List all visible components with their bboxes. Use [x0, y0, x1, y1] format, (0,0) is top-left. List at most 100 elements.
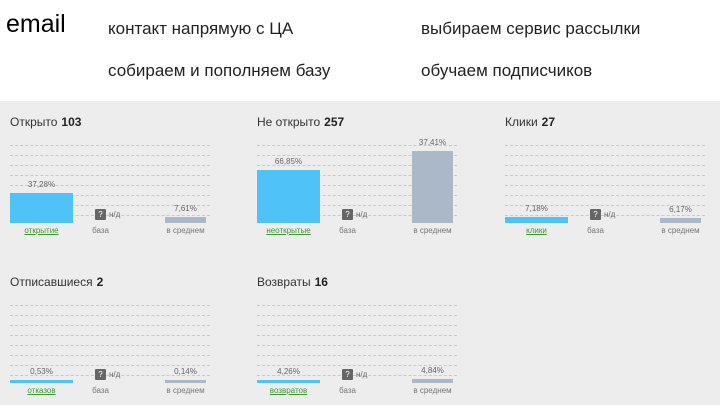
gridline	[10, 305, 210, 306]
gridline	[10, 325, 210, 326]
metric-link[interactable]: отказов	[27, 386, 56, 395]
help-icon[interactable]: ?	[342, 209, 353, 220]
metric-title-label: Клики	[505, 115, 538, 129]
metric-not-opened: Не открыто 257 66,85% неоткрытые? н/д база 37,…	[257, 115, 467, 240]
header-item-service: выбираем сервис рассылки	[421, 19, 641, 38]
gridline	[10, 365, 210, 366]
gridline	[257, 315, 457, 316]
no-data-label: н/д	[109, 370, 121, 379]
page-title: email	[6, 10, 66, 38]
category-label: база	[339, 226, 356, 235]
gridline	[10, 195, 210, 196]
metric-bar	[257, 170, 320, 223]
metric-count: 103	[61, 115, 82, 129]
gridline	[505, 155, 705, 156]
gridline	[10, 315, 210, 316]
help-icon[interactable]: ?	[342, 369, 353, 380]
metric-link[interactable]: открытие	[24, 226, 59, 235]
metric-title: Клики 27	[505, 115, 555, 129]
percent-label: 6,17%	[669, 205, 692, 214]
metric-title: Отписавшиеся 2	[10, 275, 103, 289]
percent-label: 4,84%	[421, 366, 444, 375]
no-data-label: н/д	[109, 210, 121, 219]
gridline	[10, 165, 210, 166]
category-label: в среднем	[413, 226, 452, 235]
percent-label: 4,26%	[277, 367, 300, 376]
gridline	[505, 175, 705, 176]
percent-label: 7,18%	[525, 204, 548, 213]
percent-label: 37,41%	[418, 138, 447, 147]
stats-panel	[0, 101, 720, 405]
category-label: в среднем	[166, 226, 205, 235]
gridline	[505, 165, 705, 166]
gridline	[505, 215, 705, 216]
gridline	[257, 365, 457, 366]
gridline	[257, 375, 457, 376]
average-bar	[412, 379, 453, 383]
gridline	[10, 185, 210, 186]
gridline	[505, 205, 705, 206]
gridline	[257, 145, 457, 146]
percent-label: 0,53%	[30, 367, 53, 376]
header-item-contact: контакт напрямую с ЦА	[108, 19, 294, 38]
percent-label: 7,61%	[174, 204, 197, 213]
gridline	[257, 345, 457, 346]
metric-clicks: Клики 27 7,18% клики? н/д база 6,17% в среднем	[505, 115, 715, 240]
metric-link[interactable]: клики	[526, 226, 547, 235]
metric-count: 16	[314, 275, 328, 289]
metric-unsubscribed: Отписавшиеся 2 0,53% отказов? н/д база 0,14% в …	[10, 275, 220, 400]
gridline	[10, 355, 210, 356]
gridline	[10, 175, 210, 176]
gridline	[10, 215, 210, 216]
gridline	[10, 205, 210, 206]
gridline	[257, 175, 457, 176]
metric-bar	[505, 217, 568, 223]
help-icon[interactable]: ?	[95, 209, 106, 220]
no-data-label: н/д	[356, 210, 368, 219]
metric-bar	[257, 380, 320, 383]
metric-title: Возвраты 16	[257, 275, 328, 289]
gridline	[257, 305, 457, 306]
metric-count: 257	[324, 115, 345, 129]
average-bar	[412, 151, 453, 223]
help-icon[interactable]: ?	[95, 369, 106, 380]
gridline	[505, 145, 705, 146]
metric-title-label: Открыто	[10, 115, 58, 129]
gridline	[257, 185, 457, 186]
metric-opened: Открыто 103 37,28% открытие? н/д база 7,61% в с…	[10, 115, 220, 240]
metric-title: Открыто 103	[10, 115, 81, 129]
category-label: база	[339, 386, 356, 395]
header-item-subscribers: обучаем подписчиков	[421, 61, 593, 80]
metric-count: 27	[541, 115, 556, 129]
gridline	[257, 335, 457, 336]
gridline	[257, 355, 457, 356]
category-label: в среднем	[661, 226, 700, 235]
category-label: база	[587, 226, 604, 235]
gridline	[257, 195, 457, 196]
category-label: база	[92, 386, 109, 395]
gridline	[257, 205, 457, 206]
metric-link[interactable]: неоткрытые	[266, 226, 311, 235]
gridline	[10, 145, 210, 146]
gridline	[10, 345, 210, 346]
average-bar	[165, 380, 206, 383]
gridline	[10, 155, 210, 156]
gridline	[257, 325, 457, 326]
metric-title: Не открыто 257	[257, 115, 344, 129]
percent-label: 66,85%	[274, 157, 303, 166]
gridline	[10, 335, 210, 336]
average-bar	[165, 217, 206, 223]
category-label: в среднем	[413, 386, 452, 395]
metric-link[interactable]: возвратов	[269, 386, 308, 395]
no-data-label: н/д	[356, 370, 368, 379]
percent-label: 0,14%	[174, 367, 197, 376]
metric-bar	[10, 380, 73, 383]
gridline	[257, 165, 457, 166]
gridline	[257, 215, 457, 216]
metric-title-label: Отписавшиеся	[10, 275, 93, 289]
percent-label: 37,28%	[27, 180, 56, 189]
category-label: база	[92, 226, 109, 235]
help-icon[interactable]: ?	[590, 209, 601, 220]
metric-count: 2	[96, 275, 104, 289]
gridline	[505, 185, 705, 186]
